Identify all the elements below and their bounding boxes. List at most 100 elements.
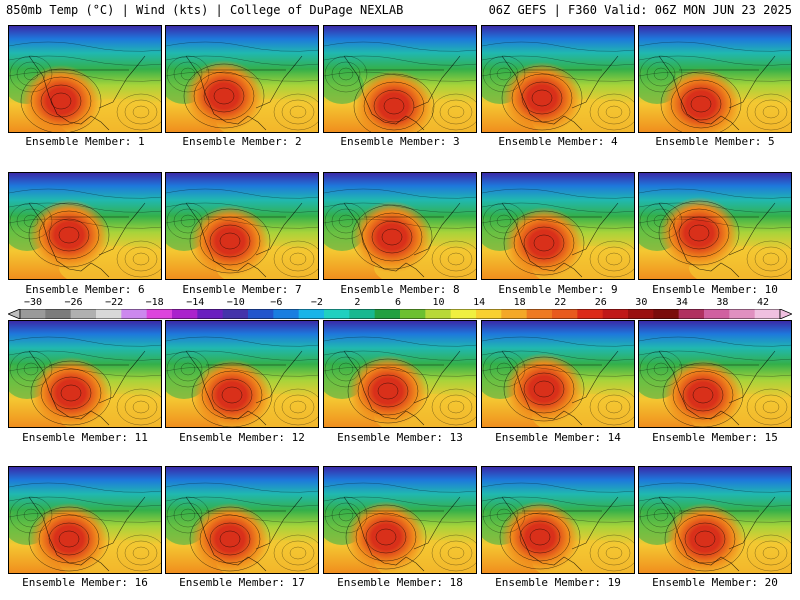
colorbar-tick-label: 30 bbox=[635, 297, 648, 308]
ensemble-member-label: Ensemble Member: 11 bbox=[22, 431, 148, 444]
ensemble-member-map bbox=[8, 172, 162, 280]
colorbar-tick-label: 34 bbox=[675, 297, 688, 308]
temperature-field bbox=[166, 26, 318, 132]
ensemble-member-map bbox=[323, 172, 477, 280]
colorbar-segment bbox=[222, 309, 249, 319]
colorbar-segment bbox=[400, 309, 426, 319]
ensemble-member-label: Ensemble Member: 5 bbox=[655, 135, 775, 148]
ensemble-member-map bbox=[323, 320, 477, 428]
ensemble-member-label: Ensemble Member: 2 bbox=[182, 135, 302, 148]
colorbar-segment bbox=[602, 309, 629, 319]
ensemble-member-label: Ensemble Member: 12 bbox=[179, 431, 305, 444]
colorbar-segment bbox=[552, 309, 578, 319]
ensemble-member-map bbox=[165, 25, 319, 133]
ensemble-member-label: Ensemble Member: 18 bbox=[337, 576, 463, 589]
colorbar-tick-label: −10 bbox=[226, 297, 245, 308]
colorbar-segment bbox=[197, 309, 224, 319]
temperature-field bbox=[324, 173, 476, 279]
colorbar-tick-label: 10 bbox=[432, 297, 445, 308]
temperature-field bbox=[324, 321, 476, 427]
ensemble-member-label: Ensemble Member: 7 bbox=[182, 283, 302, 296]
temperature-field bbox=[324, 26, 476, 132]
colorbar-tick-label: 18 bbox=[513, 297, 526, 308]
colorbar-tick-label: −26 bbox=[64, 297, 83, 308]
temperature-field bbox=[9, 26, 161, 132]
temperature-field bbox=[639, 467, 791, 573]
colorbar-segment bbox=[20, 309, 46, 319]
ensemble-member-map bbox=[481, 466, 635, 574]
temperature-field bbox=[9, 467, 161, 573]
colorbar-segment bbox=[653, 309, 680, 319]
colorbar-segment bbox=[45, 309, 72, 319]
ensemble-member-label: Ensemble Member: 9 bbox=[498, 283, 618, 296]
ensemble-member-map bbox=[8, 466, 162, 574]
ensemble-member-label: Ensemble Member: 10 bbox=[652, 283, 778, 296]
colorbar-tick-label: −6 bbox=[270, 297, 283, 308]
ensemble-member-map bbox=[638, 320, 792, 428]
colorbar-segment bbox=[577, 309, 604, 319]
ensemble-member-map bbox=[8, 320, 162, 428]
colorbar-segment bbox=[374, 309, 401, 319]
temperature-field bbox=[639, 173, 791, 279]
colorbar-tick-label: 14 bbox=[473, 297, 486, 308]
temperature-field bbox=[9, 321, 161, 427]
temperature-field bbox=[482, 467, 634, 573]
colorbar-segment bbox=[324, 309, 350, 319]
temperature-field bbox=[482, 321, 634, 427]
colorbar-segment bbox=[121, 309, 148, 319]
temperature-colorbar bbox=[8, 309, 792, 319]
ensemble-member-map bbox=[638, 466, 792, 574]
colorbar-segment bbox=[476, 309, 502, 319]
ensemble-member-map bbox=[481, 320, 635, 428]
colorbar-segment bbox=[526, 309, 553, 319]
colorbar-tick-label: −14 bbox=[186, 297, 205, 308]
colorbar-segment bbox=[450, 309, 477, 319]
colorbar-segment bbox=[704, 309, 730, 319]
colorbar-tick-label: −2 bbox=[310, 297, 323, 308]
ensemble-member-label: Ensemble Member: 4 bbox=[498, 135, 618, 148]
colorbar-segment bbox=[729, 309, 756, 319]
colorbar-tick-label: 26 bbox=[594, 297, 607, 308]
colorbar-segment bbox=[678, 309, 705, 319]
colorbar-segment bbox=[248, 309, 274, 319]
colorbar-segment bbox=[628, 309, 654, 319]
ensemble-member-map bbox=[323, 25, 477, 133]
temperature-field bbox=[482, 173, 634, 279]
ensemble-member-map bbox=[481, 172, 635, 280]
ensemble-member-map bbox=[323, 466, 477, 574]
temperature-field bbox=[166, 467, 318, 573]
ensemble-member-map bbox=[165, 172, 319, 280]
colorbar-tick-label: 42 bbox=[756, 297, 770, 308]
ensemble-member-map bbox=[638, 25, 792, 133]
ensemble-member-label: Ensemble Member: 19 bbox=[495, 576, 621, 589]
ensemble-member-label: Ensemble Member: 8 bbox=[340, 283, 460, 296]
colorbar-segment bbox=[349, 309, 376, 319]
ensemble-member-label: Ensemble Member: 1 bbox=[25, 135, 145, 148]
ensemble-member-map bbox=[8, 25, 162, 133]
model-run-title: 06Z GEFS | F360 Valid: 06Z MON JUN 23 20… bbox=[488, 3, 792, 17]
temperature-field bbox=[166, 173, 318, 279]
colorbar-tick-label: −22 bbox=[105, 297, 124, 308]
ensemble-member-label: Ensemble Member: 17 bbox=[179, 576, 305, 589]
colorbar-segment bbox=[70, 309, 97, 319]
ensemble-member-map bbox=[481, 25, 635, 133]
ensemble-member-label: Ensemble Member: 14 bbox=[495, 431, 621, 444]
colorbar-segment bbox=[273, 309, 300, 319]
colorbar-segment bbox=[754, 309, 781, 319]
ensemble-member-label: Ensemble Member: 13 bbox=[337, 431, 463, 444]
colorbar-segment bbox=[96, 309, 122, 319]
temperature-field bbox=[639, 321, 791, 427]
colorbar-tick-label: −18 bbox=[145, 297, 164, 308]
ensemble-member-map bbox=[165, 320, 319, 428]
ensemble-member-label: Ensemble Member: 15 bbox=[652, 431, 778, 444]
temperature-field bbox=[482, 26, 634, 132]
colorbar-tick-label: 2 bbox=[354, 297, 361, 308]
ensemble-member-label: Ensemble Member: 16 bbox=[22, 576, 148, 589]
colorbar-tick-label: 22 bbox=[554, 297, 567, 308]
colorbar-segment bbox=[425, 309, 452, 319]
colorbar-segment bbox=[172, 309, 198, 319]
temperature-field bbox=[9, 173, 161, 279]
colorbar-tick-label: 6 bbox=[394, 297, 402, 308]
colorbar-segment bbox=[298, 309, 325, 319]
temperature-field bbox=[166, 321, 318, 427]
